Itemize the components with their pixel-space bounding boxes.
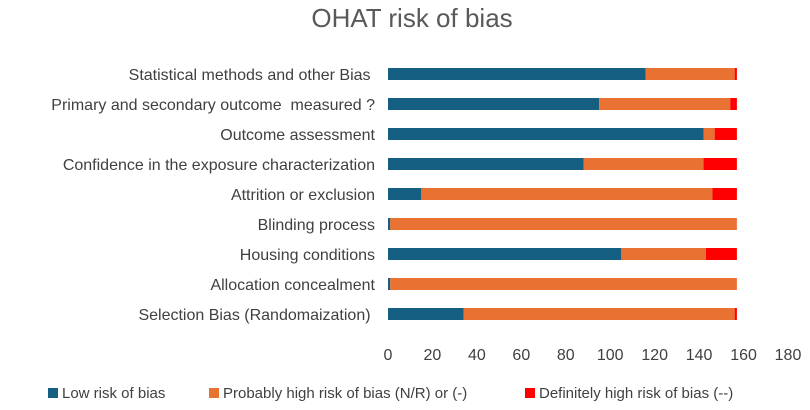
legend-swatch-probably-high-risk-of-bias-n-r-or bbox=[209, 388, 219, 398]
bar-low-risk-of-bias-outcome-assessment bbox=[388, 128, 704, 140]
category-label-blinding-process: Blinding process bbox=[258, 217, 375, 234]
bar-probably-high-risk-of-bias-n-r-or-primary-and-secondary-outcome-measured bbox=[599, 98, 731, 110]
bar-probably-high-risk-of-bias-n-r-or-blinding-process bbox=[390, 218, 737, 230]
bar-low-risk-of-bias-primary-and-secondary-outcome-measured bbox=[388, 98, 600, 110]
bar-layer bbox=[388, 68, 737, 320]
legend-label-probably-high-risk-of-bias-n-r-or: Probably high risk of bias (N/R) or (-) bbox=[223, 385, 467, 402]
x-tick-label-20: 20 bbox=[424, 347, 442, 364]
bar-definitely-high-risk-of-bias-primary-and-secondary-outcome-measured bbox=[730, 98, 737, 110]
x-tick-label-60: 60 bbox=[512, 347, 530, 364]
category-label-primary-and-secondary-outcome-measured: Primary and secondary outcome measured ? bbox=[51, 97, 375, 114]
chart-title: OHAT risk of bias bbox=[311, 3, 512, 33]
bar-probably-high-risk-of-bias-n-r-or-statistical-methods-and-other-bias bbox=[645, 68, 735, 80]
legend-label-definitely-high-risk-of-bias: Definitely high risk of bias (--) bbox=[539, 385, 733, 402]
category-label-allocation-concealment: Allocation concealment bbox=[210, 277, 375, 294]
bar-low-risk-of-bias-statistical-methods-and-other-bias bbox=[388, 68, 646, 80]
bar-low-risk-of-bias-selection-bias-randomaization bbox=[388, 308, 464, 320]
category-label-selection-bias-randomaization: Selection Bias (Randomaization) bbox=[138, 307, 375, 324]
x-tick-label-100: 100 bbox=[597, 347, 624, 364]
bar-low-risk-of-bias-blinding-process bbox=[388, 218, 391, 230]
category-label-statistical-methods-and-other-bias: Statistical methods and other Bias bbox=[129, 67, 375, 84]
bar-definitely-high-risk-of-bias-confidence-in-the-exposure-characterization bbox=[703, 158, 737, 170]
x-axis-ticks: 0 20 40 60 80 100 120 140 160 180 bbox=[384, 347, 802, 364]
bar-probably-high-risk-of-bias-n-r-or-selection-bias-randomaization bbox=[463, 308, 735, 320]
x-tick-label-160: 160 bbox=[730, 347, 757, 364]
bar-definitely-high-risk-of-bias-attrition-or-exclusion bbox=[712, 188, 737, 200]
bar-low-risk-of-bias-allocation-concealment bbox=[388, 278, 391, 290]
legend: Low risk of bias Probably high risk of bi… bbox=[48, 385, 733, 402]
x-tick-label-120: 120 bbox=[641, 347, 668, 364]
x-tick-label-80: 80 bbox=[557, 347, 575, 364]
x-tick-label-40: 40 bbox=[468, 347, 486, 364]
category-label-confidence-in-the-exposure-characterization: Confidence in the exposure characterizat… bbox=[63, 157, 375, 174]
legend-swatch-low-risk-of-bias bbox=[48, 388, 58, 398]
x-tick-label-0: 0 bbox=[384, 347, 393, 364]
bar-probably-high-risk-of-bias-n-r-or-outcome-assessment bbox=[703, 128, 715, 140]
legend-label-low-risk-of-bias: Low risk of bias bbox=[62, 385, 165, 402]
category-label-housing-conditions: Housing conditions bbox=[240, 247, 375, 264]
bar-low-risk-of-bias-attrition-or-exclusion bbox=[388, 188, 422, 200]
bar-probably-high-risk-of-bias-n-r-or-attrition-or-exclusion bbox=[421, 188, 713, 200]
bar-definitely-high-risk-of-bias-statistical-methods-and-other-bias bbox=[734, 68, 737, 80]
legend-swatch-definitely-high-risk-of-bias bbox=[525, 388, 535, 398]
bar-definitely-high-risk-of-bias-outcome-assessment bbox=[714, 128, 737, 140]
x-tick-label-140: 140 bbox=[686, 347, 713, 364]
x-tick-label-180: 180 bbox=[775, 347, 802, 364]
bar-definitely-high-risk-of-bias-housing-conditions bbox=[705, 248, 737, 260]
category-label-attrition-or-exclusion: Attrition or exclusion bbox=[231, 187, 375, 204]
bar-probably-high-risk-of-bias-n-r-or-confidence-in-the-exposure-characterization bbox=[583, 158, 704, 170]
category-label-outcome-assessment: Outcome assessment bbox=[220, 127, 375, 144]
category-labels: Statistical methods and other Bias Prima… bbox=[51, 67, 375, 324]
bar-definitely-high-risk-of-bias-selection-bias-randomaization bbox=[734, 308, 737, 320]
bar-low-risk-of-bias-housing-conditions bbox=[388, 248, 622, 260]
bar-probably-high-risk-of-bias-n-r-or-housing-conditions bbox=[621, 248, 706, 260]
bar-probably-high-risk-of-bias-n-r-or-allocation-concealment bbox=[390, 278, 737, 290]
bar-low-risk-of-bias-confidence-in-the-exposure-characterization bbox=[388, 158, 584, 170]
